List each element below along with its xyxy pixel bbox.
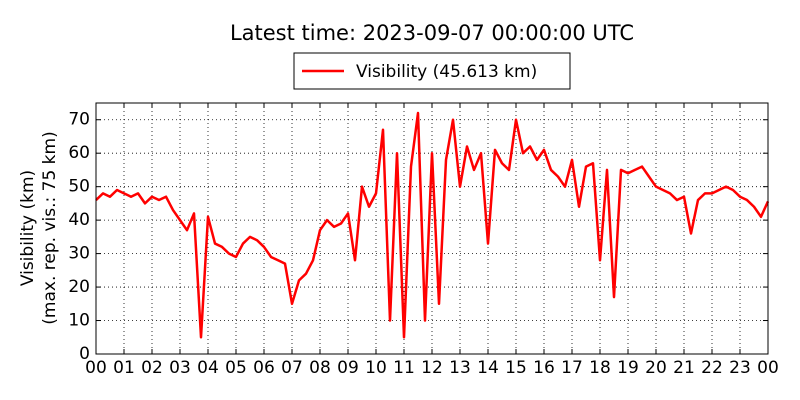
x-tick-label: 21 (673, 358, 695, 378)
x-tick-label: 20 (645, 358, 667, 378)
y-tick-label: 30 (68, 244, 90, 264)
x-tick-label: 12 (421, 358, 443, 378)
y-axis-label: Visibility (km) (18, 170, 38, 286)
x-tick-label: 04 (197, 358, 219, 378)
x-tick-label: 18 (589, 358, 611, 378)
x-tick-label: 10 (365, 358, 387, 378)
y-tick-label: 40 (68, 210, 90, 230)
x-tick-label: 17 (561, 358, 583, 378)
y-tick-label: 10 (68, 311, 90, 331)
x-tick-label: 15 (505, 358, 527, 378)
y-tick-label: 20 (68, 277, 90, 297)
x-tick-label: 13 (449, 358, 471, 378)
x-tick-label: 05 (225, 358, 247, 378)
x-tick-label: 00 (85, 358, 107, 378)
x-tick-label: 08 (309, 358, 331, 378)
x-tick-label: 09 (337, 358, 359, 378)
plot-frame (95, 102, 769, 355)
x-tick-label: 22 (701, 358, 723, 378)
x-tick-label: 23 (729, 358, 751, 378)
data-line (95, 111, 770, 339)
y-tick-label: 70 (68, 110, 90, 130)
x-tick-label: 16 (533, 358, 555, 378)
chart-title: Latest time: 2023-09-07 00:00:00 UTC (230, 21, 634, 45)
y-tick-label: 50 (68, 177, 90, 197)
y-tick-label: 0 (79, 344, 90, 364)
x-tick-label: 03 (169, 358, 191, 378)
x-tick-label: 19 (617, 358, 639, 378)
legend-label: Visibility (45.613 km) (356, 62, 537, 82)
x-tick-label: 11 (393, 358, 415, 378)
y-axis-label: (max. rep. vis.: 75 km) (40, 131, 60, 324)
x-tick-label: 01 (113, 358, 135, 378)
x-tick-label: 07 (281, 358, 303, 378)
x-tick-label: 06 (253, 358, 275, 378)
x-tick-label: 00 (757, 358, 779, 378)
x-tick-label: 02 (141, 358, 163, 378)
y-tick-label: 60 (68, 143, 90, 163)
x-tick-label: 14 (477, 358, 499, 378)
